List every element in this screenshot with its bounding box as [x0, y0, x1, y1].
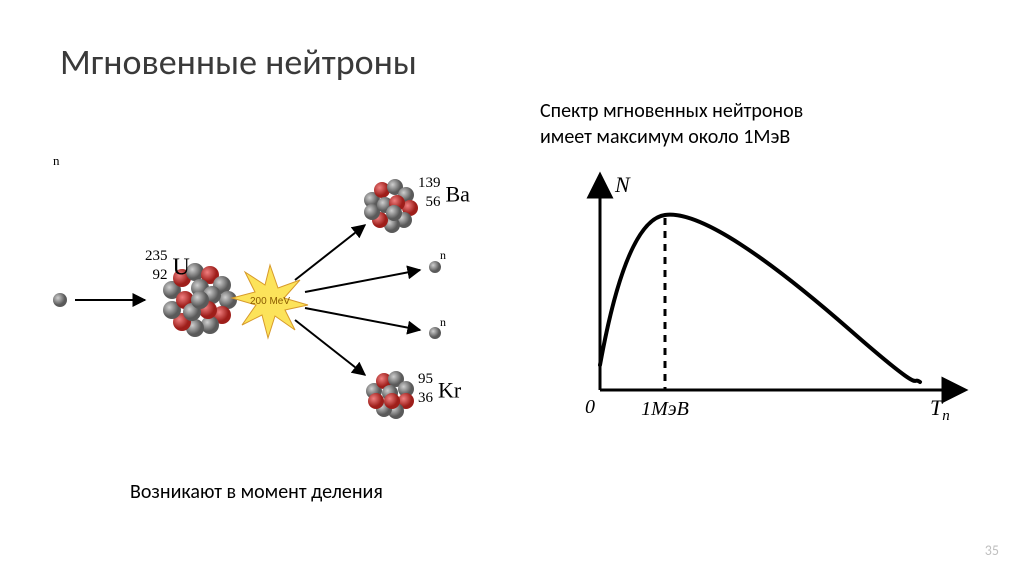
spectrum-chart: N Tn 0 1МэВ [570, 170, 970, 440]
peak-x-label: 1МэВ [641, 398, 689, 420]
origin-label: 0 [585, 396, 595, 418]
subtitle-line1: Спектр мгновенных нейтронов [540, 99, 803, 123]
burst-energy-label: 200 MeV [250, 296, 290, 307]
y-axis-label: N [614, 172, 631, 197]
incoming-neutron [53, 293, 67, 307]
fission-diagram: 200 MeV [40, 150, 510, 450]
arrow-to-kr [295, 320, 365, 375]
neutron-label-out1: n [440, 248, 446, 263]
slide-title: Мгновенные нейтроны [60, 40, 417, 84]
spectrum-svg: N Tn 0 1МэВ [570, 170, 970, 440]
ba-label: 139 56 Ba [418, 172, 470, 212]
arrow-to-n1 [305, 270, 420, 292]
neutron-label-out2: n [440, 315, 446, 330]
u235-label: 235 92 U [145, 245, 190, 285]
fragment-kr [366, 371, 414, 419]
kr-label: 95 36 Kr [418, 368, 461, 408]
neutron-label-in: n [53, 153, 60, 179]
x-axis-label: Tn [930, 395, 950, 424]
slide-number: 35 [985, 542, 999, 559]
arrow-to-ba [295, 225, 365, 280]
subtitle: Спектр мгновенных нейтронов имеет максим… [540, 98, 803, 150]
caption: Возникают в момент деления [130, 480, 383, 504]
spectrum-curve [600, 215, 920, 382]
subtitle-line2: имеет максимум около 1МэВ [540, 125, 790, 149]
arrow-to-n2 [305, 308, 420, 330]
energy-burst: 200 MeV [232, 265, 308, 338]
fragment-ba [364, 179, 418, 233]
